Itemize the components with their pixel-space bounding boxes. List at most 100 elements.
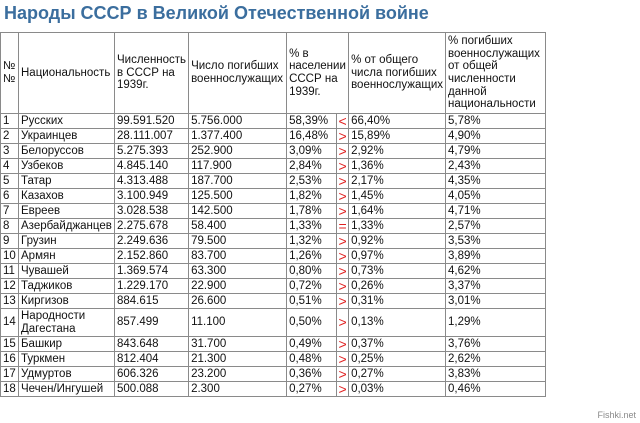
cell-deaths: 21.300 xyxy=(188,351,288,367)
cell-nationality: Киргизов xyxy=(18,293,115,309)
cell-deaths: 5.756.000 xyxy=(188,113,288,129)
cell-num: 5 xyxy=(0,173,19,189)
cell-pct-deaths-of-population: 3,53% xyxy=(444,233,546,249)
cell-pct-population: 1,32% xyxy=(286,233,338,249)
cell-pct-deaths: 0,31% xyxy=(348,293,446,309)
cell-nationality: Евреев xyxy=(18,203,115,219)
cell-deaths: 58.400 xyxy=(188,218,288,234)
cell-num: 18 xyxy=(0,381,19,397)
cell-num: 9 xyxy=(0,233,19,249)
cell-num: 12 xyxy=(0,278,19,294)
cell-comparison-sign: > xyxy=(336,158,350,174)
cell-pct-deaths: 0,25% xyxy=(348,351,446,367)
cell-pct-deaths-of-population: 4,35% xyxy=(444,173,546,189)
table-row: 15 Башкир 843.648 31.700 0,49% >0,37% 3,76% xyxy=(0,336,546,352)
cell-nationality: Узбеков xyxy=(18,158,115,174)
cell-pct-population: 0,80% xyxy=(286,263,338,279)
table-row: 13 Киргизов 884.615 26.600 0,51% >0,31% 3,01% xyxy=(0,293,546,309)
cell-nationality: Чечен/Ингушей xyxy=(18,381,115,397)
cell-nationality: Туркмен xyxy=(18,351,115,367)
cell-comparison-sign: < xyxy=(336,113,350,129)
cell-nationality: Народности Дагестана xyxy=(18,308,115,337)
cell-population: 3.028.538 xyxy=(113,203,190,219)
cell-deaths: 1.377.400 xyxy=(188,128,288,144)
cell-pct-deaths: 0,92% xyxy=(348,233,446,249)
cell-population: 99.591.520 xyxy=(113,113,190,129)
cell-pct-deaths-of-population: 3,76% xyxy=(444,336,546,352)
cell-population: 2.249.636 xyxy=(113,233,190,249)
cell-pct-deaths-of-population: 5,78% xyxy=(444,113,546,129)
cell-comparison-sign: > xyxy=(336,381,350,397)
cell-num: 17 xyxy=(0,366,19,382)
cell-deaths: 83.700 xyxy=(188,248,288,264)
cell-comparison-sign: > xyxy=(336,128,350,144)
cell-num: 11 xyxy=(0,263,19,279)
header-deaths: Число погибших военнослужащих xyxy=(188,32,288,114)
cell-nationality: Белоруссов xyxy=(18,143,115,159)
cell-pct-deaths-of-population: 4,71% xyxy=(444,203,546,219)
cell-num: 6 xyxy=(0,188,19,204)
cell-num: 1 xyxy=(0,113,19,129)
cell-nationality: Таджиков xyxy=(18,278,115,294)
header-population: Численность в СССР на 1939г. xyxy=(113,32,190,114)
cell-population: 3.100.949 xyxy=(113,188,190,204)
cell-pct-deaths: 0,03% xyxy=(348,381,446,397)
cell-pct-deaths: 1,36% xyxy=(348,158,446,174)
table-row: 18 Чечен/Ингушей 500.088 2.300 0,27% >0,03% 0,… xyxy=(0,381,546,397)
table-row: 12 Таджиков 1.229.170 22.900 0,72% >0,26% 3,37… xyxy=(0,278,546,294)
cell-population: 843.648 xyxy=(113,336,190,352)
cell-population: 1.229.170 xyxy=(113,278,190,294)
cell-nationality: Русских xyxy=(18,113,115,129)
cell-comparison-sign: > xyxy=(336,263,350,279)
cell-population: 884.615 xyxy=(113,293,190,309)
cell-pct-deaths: 2,92% xyxy=(348,143,446,159)
nations-table: № № Национальность Численность в СССР на… xyxy=(0,32,546,397)
cell-comparison-sign: > xyxy=(336,173,350,189)
cell-population: 2.152.860 xyxy=(113,248,190,264)
cell-pct-population: 0,36% xyxy=(286,366,338,382)
cell-num: 4 xyxy=(0,158,19,174)
cell-comparison-sign: > xyxy=(336,336,350,352)
table-row: 7 Евреев 3.028.538 142.500 1,78% >1,64% 4,71% xyxy=(0,203,546,219)
cell-nationality: Чувашей xyxy=(18,263,115,279)
cell-pct-deaths: 1,64% xyxy=(348,203,446,219)
cell-num: 10 xyxy=(0,248,19,264)
cell-nationality: Татар xyxy=(18,173,115,189)
cell-pct-population: 3,09% xyxy=(286,143,338,159)
cell-pct-deaths-of-population: 2,57% xyxy=(444,218,546,234)
table-container: № № Национальность Численность в СССР на… xyxy=(0,32,640,423)
cell-population: 857.499 xyxy=(113,308,190,337)
cell-pct-deaths: 0,27% xyxy=(348,366,446,382)
cell-pct-deaths: 2,17% xyxy=(348,173,446,189)
header-pct-population: % в населении СССР на 1939г. xyxy=(286,32,350,114)
cell-deaths: 187.700 xyxy=(188,173,288,189)
cell-pct-population: 0,72% xyxy=(286,278,338,294)
header-pct-deaths: % от общего числа погибших военнослужащи… xyxy=(348,32,446,114)
cell-num: 7 xyxy=(0,203,19,219)
cell-pct-deaths-of-population: 3,89% xyxy=(444,248,546,264)
table-row: 4 Узбеков 4.845.140 117.900 2,84% >1,36% 2,43% xyxy=(0,158,546,174)
cell-pct-population: 0,27% xyxy=(286,381,338,397)
cell-comparison-sign: > xyxy=(336,188,350,204)
header-nationality: Национальность xyxy=(18,32,115,114)
watermark: Fishki.net xyxy=(597,410,636,420)
cell-pct-deaths-of-population: 4,79% xyxy=(444,143,546,159)
cell-pct-deaths: 0,97% xyxy=(348,248,446,264)
cell-population: 812.404 xyxy=(113,351,190,367)
cell-num: 15 xyxy=(0,336,19,352)
cell-deaths: 2.300 xyxy=(188,381,288,397)
table-row: 5 Татар 4.313.488 187.700 2,53% >2,17% 4,35% xyxy=(0,173,546,189)
cell-comparison-sign: > xyxy=(336,308,350,337)
cell-deaths: 117.900 xyxy=(188,158,288,174)
cell-num: 2 xyxy=(0,128,19,144)
cell-pct-deaths: 66,40% xyxy=(348,113,446,129)
table-row: 3 Белоруссов 5.275.393 252.900 3,09% >2,92% 4,… xyxy=(0,143,546,159)
cell-population: 5.275.393 xyxy=(113,143,190,159)
cell-pct-deaths: 0,73% xyxy=(348,263,446,279)
cell-pct-population: 58,39% xyxy=(286,113,338,129)
cell-pct-deaths-of-population: 4,62% xyxy=(444,263,546,279)
table-row: 1 Русских 99.591.520 5.756.000 58,39% <66,40%… xyxy=(0,113,546,129)
cell-pct-population: 1,26% xyxy=(286,248,338,264)
cell-pct-deaths: 15,89% xyxy=(348,128,446,144)
cell-pct-deaths-of-population: 4,90% xyxy=(444,128,546,144)
